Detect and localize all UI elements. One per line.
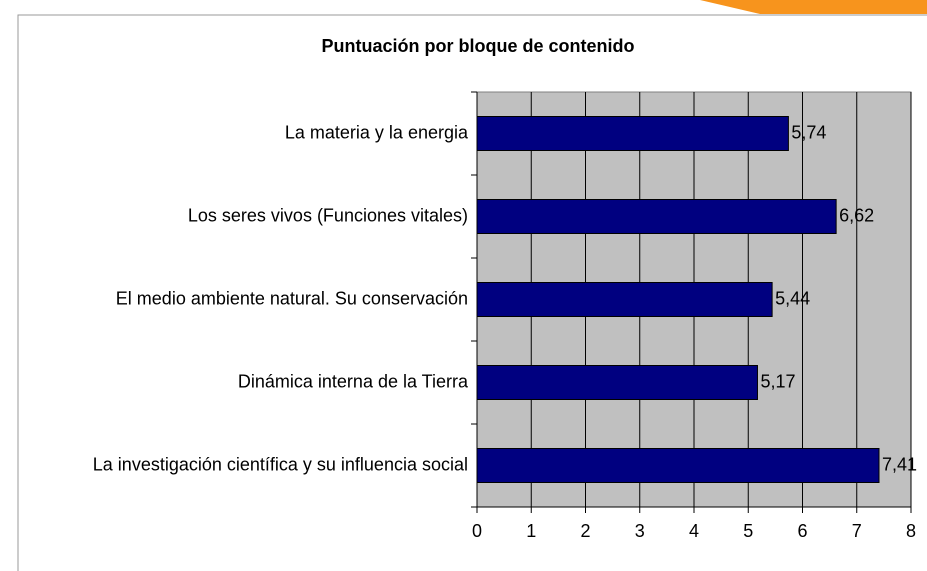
x-tick-label: 5 [743, 521, 753, 541]
orange-decoration [700, 0, 927, 14]
y-tick-label: El medio ambiente natural. Su conservaci… [116, 288, 468, 308]
label-line: La materia y la energia [285, 122, 469, 142]
x-tick-label: 7 [852, 521, 862, 541]
x-tick-label: 8 [906, 521, 916, 541]
label-line: Dinámica interna de la Tierra [238, 371, 469, 391]
x-tick-label: 6 [797, 521, 807, 541]
x-tick-label: 1 [526, 521, 536, 541]
data-label: 5,44 [775, 288, 810, 308]
bar [476, 365, 758, 400]
y-tick-label: La investigación científica y su influen… [93, 454, 468, 474]
y-tick-label: Los seres vivos (Funciones vitales) [188, 205, 468, 225]
x-tick-label: 4 [689, 521, 699, 541]
data-label: 6,62 [839, 205, 874, 225]
x-tick-label: 3 [635, 521, 645, 541]
bar [476, 448, 880, 483]
label-line: La investigación científica y su influen… [93, 454, 468, 474]
data-label: 5,17 [760, 371, 795, 391]
bar [476, 199, 837, 234]
chart-title: Puntuación por bloque de contenido [322, 36, 635, 56]
label-line: El medio ambiente natural. Su conservaci… [116, 288, 468, 308]
bar [476, 116, 789, 151]
y-tick-label: La materia y la energia [285, 122, 469, 142]
y-tick-label: Dinámica interna de la Tierra [238, 371, 469, 391]
x-tick-label: 2 [580, 521, 590, 541]
label-line: Los seres vivos (Funciones vitales) [188, 205, 468, 225]
data-label: 7,41 [882, 454, 917, 474]
data-label: 5,74 [791, 122, 826, 142]
x-tick-label: 0 [472, 521, 482, 541]
bar [476, 282, 773, 317]
